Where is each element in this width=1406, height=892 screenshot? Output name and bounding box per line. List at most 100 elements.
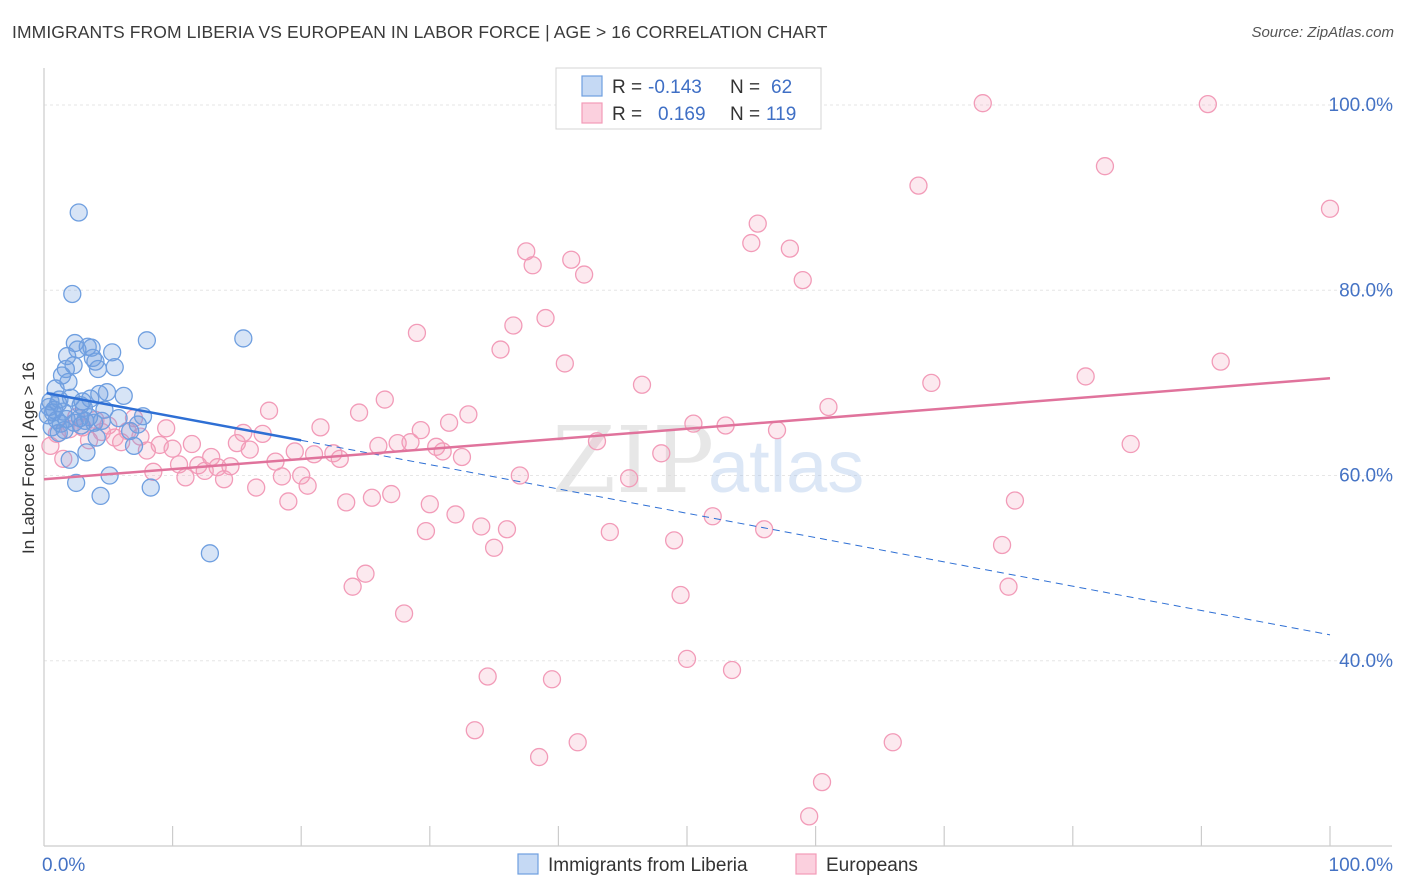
point-europeans-84 xyxy=(600,522,619,542)
trend-liberia-extension xyxy=(301,439,1331,636)
point-europeans-41 xyxy=(304,445,324,464)
point-europeans-45 xyxy=(337,493,356,512)
point-liberia-60 xyxy=(65,413,84,432)
point-liberia-52 xyxy=(137,331,157,350)
point-liberia-35 xyxy=(86,352,105,371)
point-europeans-71 xyxy=(497,520,517,539)
point-europeans-105 xyxy=(819,397,838,417)
point-europeans-73 xyxy=(510,466,529,485)
point-europeans-57 xyxy=(411,420,430,440)
point-liberia-45 xyxy=(105,358,124,377)
point-europeans-101 xyxy=(780,239,800,258)
point-europeans-58 xyxy=(416,521,436,541)
stats-swatch-liberia xyxy=(581,75,603,97)
point-europeans-40 xyxy=(298,476,317,495)
stats-n-label-2: N = xyxy=(730,104,760,125)
point-liberia-47 xyxy=(114,386,133,406)
point-europeans-76 xyxy=(529,747,549,767)
point-europeans-46 xyxy=(343,577,362,596)
point-europeans-88 xyxy=(652,444,671,463)
point-liberia-22 xyxy=(69,203,88,222)
point-europeans-86 xyxy=(632,375,652,394)
x-axis-tick-labels: 0.0% 100.0% xyxy=(42,855,1393,876)
point-europeans-32 xyxy=(247,478,266,497)
legend-swatch-liberia xyxy=(517,853,539,875)
point-liberia-28 xyxy=(77,443,96,462)
point-europeans-82 xyxy=(574,265,594,284)
y-tick-label-1: 60.0% xyxy=(1339,466,1393,487)
source-credit: Source: ZipAtlas.com xyxy=(1251,24,1394,41)
point-europeans-44 xyxy=(330,449,349,469)
point-europeans-67 xyxy=(472,517,491,536)
legend-label-liberia: Immigrants from Liberia xyxy=(548,855,748,876)
point-europeans-104 xyxy=(812,772,832,792)
stats-n-value-2: 119 xyxy=(766,104,796,125)
legend-label-europeans: Europeans xyxy=(826,855,918,876)
trend-lines xyxy=(43,377,1331,636)
point-europeans-107 xyxy=(909,176,928,195)
y-tick-label-3: 100.0% xyxy=(1329,95,1394,116)
point-liberia-53 xyxy=(141,478,160,497)
point-europeans-97 xyxy=(742,233,761,253)
point-europeans-38 xyxy=(285,442,304,461)
stats-r-value-1: -0.143 xyxy=(648,77,702,98)
point-europeans-114 xyxy=(1095,157,1115,176)
point-europeans-99 xyxy=(755,520,774,539)
point-europeans-106 xyxy=(883,733,902,752)
axes xyxy=(43,68,1392,847)
point-europeans-103 xyxy=(800,807,819,826)
point-europeans-22 xyxy=(182,434,202,454)
point-europeans-85 xyxy=(619,469,639,488)
point-europeans-118 xyxy=(1320,199,1340,218)
point-europeans-63 xyxy=(446,505,465,524)
point-europeans-42 xyxy=(311,418,330,437)
point-europeans-109 xyxy=(973,94,992,113)
watermark: ZIP atlas xyxy=(552,407,864,514)
point-liberia-44 xyxy=(103,343,122,362)
point-europeans-89 xyxy=(664,531,684,550)
gridlines xyxy=(44,104,1392,662)
point-europeans-56 xyxy=(407,323,427,343)
point-liberia-21 xyxy=(68,340,87,359)
stats-swatch-europeans xyxy=(581,102,603,124)
stats-r-label-1: R = xyxy=(612,77,642,98)
legend-swatch-europeans xyxy=(795,853,817,875)
point-europeans-75 xyxy=(523,256,542,275)
point-europeans-36 xyxy=(272,467,292,486)
point-liberia-14 xyxy=(59,372,78,392)
point-liberia-42 xyxy=(97,383,117,402)
stats-legend: R = -0.143 N = 62 R = 0.169 N = 119 xyxy=(555,67,822,130)
point-europeans-48 xyxy=(356,564,375,583)
point-europeans-72 xyxy=(504,316,523,335)
point-europeans-117 xyxy=(1211,352,1230,371)
point-europeans-68 xyxy=(478,667,497,686)
point-europeans-70 xyxy=(491,340,510,359)
point-europeans-31 xyxy=(240,440,259,459)
point-europeans-39 xyxy=(292,466,311,485)
point-europeans-54 xyxy=(394,604,414,623)
point-europeans-51 xyxy=(375,390,394,409)
series-europeans xyxy=(41,94,1340,826)
point-europeans-69 xyxy=(484,538,504,557)
point-europeans-19 xyxy=(163,439,182,458)
point-liberia-39 xyxy=(91,486,110,506)
bottom-legend: Immigrants from Liberia Europeans xyxy=(517,853,918,876)
point-europeans-94 xyxy=(703,507,722,526)
point-europeans-115 xyxy=(1121,434,1140,454)
stats-n-value-1: 62 xyxy=(771,77,792,98)
point-europeans-77 xyxy=(536,308,555,328)
point-liberia-46 xyxy=(109,408,128,428)
x-axis-ticks xyxy=(172,826,1331,846)
point-europeans-110 xyxy=(992,535,1012,555)
stats-r-value-2: 0.169 xyxy=(658,104,706,125)
point-europeans-96 xyxy=(722,660,742,680)
stats-n-label-1: N = xyxy=(730,77,760,98)
point-europeans-62 xyxy=(439,413,459,432)
point-liberia-58 xyxy=(49,423,68,443)
point-europeans-34 xyxy=(259,401,279,420)
point-liberia-15 xyxy=(60,450,79,469)
point-europeans-52 xyxy=(382,484,401,504)
x-tick-label-1: 100.0% xyxy=(1329,855,1394,876)
point-europeans-47 xyxy=(349,403,369,422)
